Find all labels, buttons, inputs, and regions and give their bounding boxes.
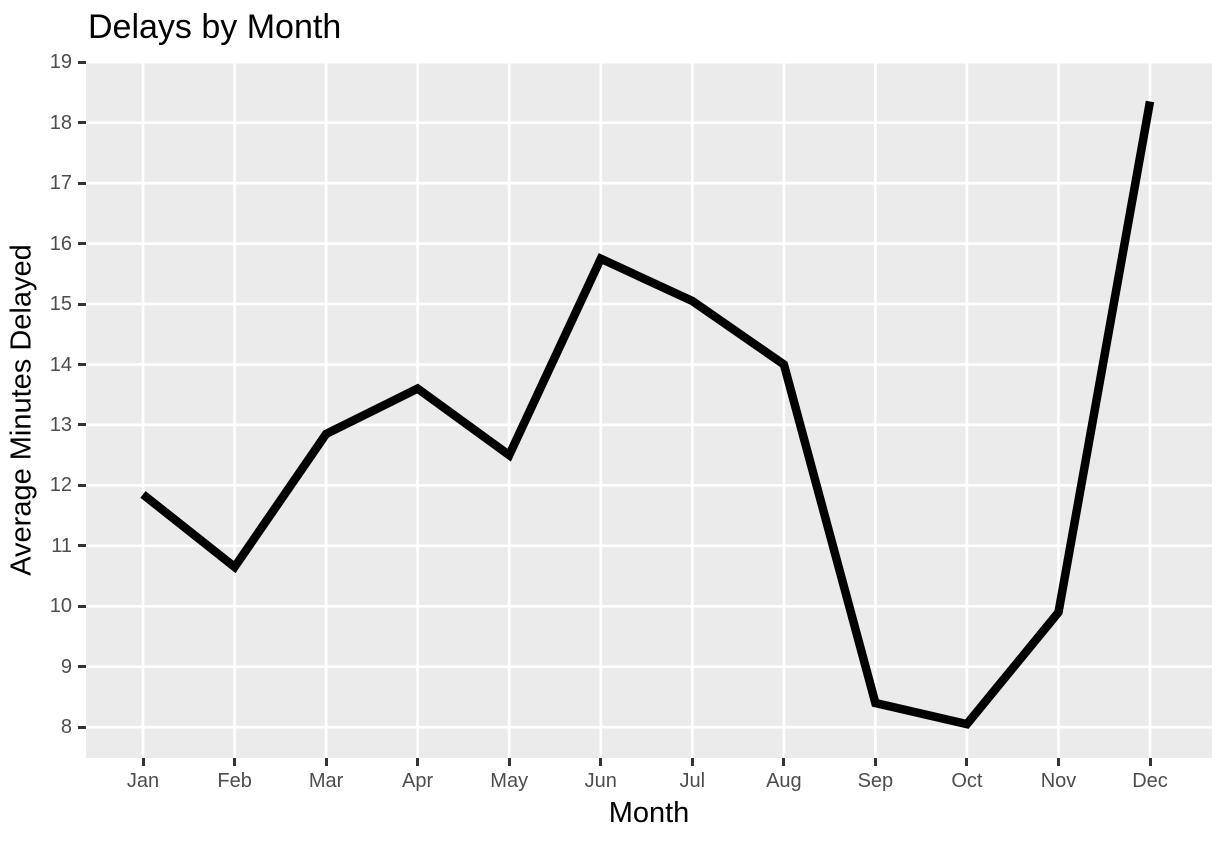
- chart-title: Delays by Month: [88, 8, 342, 46]
- y-tick-label: 8: [60, 716, 72, 739]
- x-tick-label: Oct: [951, 770, 983, 792]
- x-tick-label: Dec: [1132, 770, 1168, 792]
- y-tick-mark: [78, 302, 86, 306]
- x-tick-label: May: [490, 770, 529, 792]
- y-tick-label: 10: [49, 595, 72, 618]
- y-tick-mark: [78, 483, 86, 487]
- y-tick-mark: [78, 665, 86, 669]
- y-tick-mark: [78, 181, 86, 185]
- y-tick-label: 14: [49, 353, 72, 376]
- y-tick-mark: [78, 604, 86, 608]
- y-tick-label: 11: [51, 534, 72, 557]
- data-series-line: [140, 100, 1155, 729]
- plot-panel: [86, 61, 1212, 758]
- x-tick-mark: [782, 758, 786, 766]
- x-tick-label: Mar: [308, 770, 344, 792]
- x-tick-label: Feb: [217, 770, 252, 792]
- y-tick-label: 12: [49, 474, 72, 497]
- x-tick-mark: [324, 758, 328, 766]
- y-tick-label: 17: [49, 172, 72, 195]
- y-tick-mark: [78, 544, 86, 548]
- x-axis-title: Month: [608, 797, 690, 829]
- x-tick-mark: [141, 758, 145, 766]
- chart-canvas: [86, 61, 1212, 758]
- x-tick-label: Jul: [679, 770, 706, 792]
- x-tick-mark: [690, 758, 694, 766]
- y-tick-label: 13: [49, 413, 72, 436]
- x-tick-mark: [507, 758, 511, 766]
- y-tick-mark: [78, 242, 86, 246]
- y-tick-mark: [78, 725, 86, 729]
- x-tick-label: Sep: [857, 770, 894, 792]
- x-tick-mark: [873, 758, 877, 766]
- y-tick-label: 9: [60, 655, 72, 678]
- y-tick-mark: [78, 423, 86, 427]
- x-tick-label: Apr: [402, 770, 434, 792]
- x-tick-mark: [599, 758, 603, 766]
- y-tick-label: 16: [49, 232, 72, 255]
- x-tick-label: Jan: [126, 770, 160, 792]
- x-tick-mark: [416, 758, 420, 766]
- x-tick-mark: [1057, 758, 1060, 766]
- y-tick-mark: [78, 60, 86, 64]
- x-tick-label: Nov: [1040, 770, 1077, 792]
- y-tick-label: 18: [49, 111, 72, 134]
- x-tick-label: Aug: [766, 770, 802, 792]
- x-tick-mark: [1148, 758, 1152, 766]
- y-tick-label: 19: [49, 51, 72, 74]
- y-tick-label: 15: [49, 293, 72, 315]
- y-tick-mark: [78, 121, 86, 125]
- x-tick-label: Jun: [584, 770, 617, 792]
- x-tick-mark: [965, 758, 969, 766]
- y-tick-mark: [78, 363, 86, 366]
- x-tick-mark: [233, 758, 237, 766]
